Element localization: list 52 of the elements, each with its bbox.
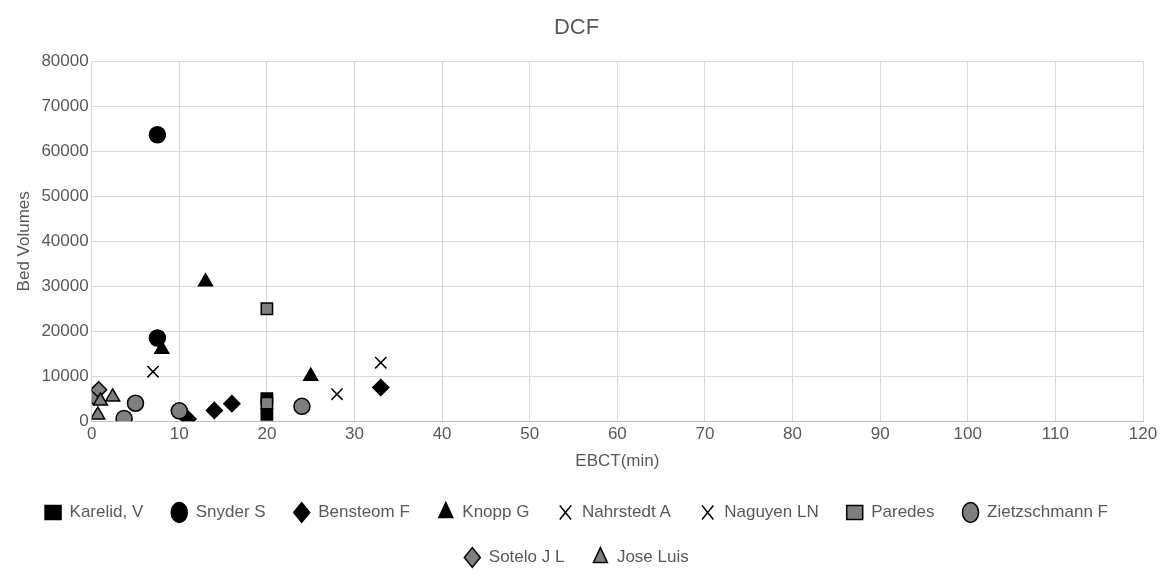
legend-label: Bensteom F bbox=[318, 502, 410, 522]
x-tick-label: 70 bbox=[695, 424, 715, 444]
point bbox=[372, 378, 390, 397]
x-tick-label: 60 bbox=[607, 424, 627, 444]
point bbox=[197, 273, 214, 287]
point bbox=[205, 401, 224, 420]
legend-label: Jose Luis bbox=[616, 547, 689, 567]
legend-label: Snyder S bbox=[195, 502, 266, 522]
y-tick-label: 50000 bbox=[41, 186, 89, 206]
point bbox=[92, 392, 109, 406]
point bbox=[105, 388, 121, 402]
point bbox=[260, 302, 274, 316]
y-axis-title: Bed Volumes bbox=[13, 191, 33, 292]
x-tick-label: 80 bbox=[783, 424, 803, 444]
x-tick-label: 40 bbox=[432, 424, 452, 444]
x-tick-label: 110 bbox=[1041, 424, 1069, 444]
x-tick-label: 50 bbox=[520, 424, 540, 444]
point bbox=[170, 402, 189, 420]
x-tick-label: 90 bbox=[870, 424, 890, 444]
x-tick-label: 30 bbox=[345, 424, 364, 444]
legend-label: Paredes bbox=[871, 502, 935, 522]
x-tick-label: 20 bbox=[257, 424, 277, 444]
legend-label: Zietzschmann F bbox=[987, 502, 1108, 522]
y-tick-label: 80000 bbox=[41, 51, 89, 71]
x-tick-label: 100 bbox=[953, 424, 982, 444]
point bbox=[148, 125, 167, 144]
legend-label: Naguyen LN bbox=[724, 502, 819, 522]
point bbox=[303, 367, 319, 381]
point bbox=[146, 365, 160, 379]
chart-title: DCF bbox=[553, 14, 600, 40]
x-tick-label: 10 bbox=[169, 424, 189, 444]
point bbox=[293, 397, 311, 416]
point bbox=[260, 396, 274, 410]
x-axis-title: EBCT(min) bbox=[575, 451, 660, 471]
point bbox=[91, 406, 106, 420]
point bbox=[330, 387, 344, 401]
legend-label: Nahrstedt A bbox=[581, 502, 672, 522]
y-tick-label: 10000 bbox=[41, 365, 89, 385]
y-tick-label: 0 bbox=[79, 410, 89, 430]
legend-label: Karelid, V bbox=[69, 502, 144, 522]
legend-label: Sotelo J L bbox=[488, 547, 565, 567]
y-tick-label: 60000 bbox=[41, 141, 89, 161]
y-tick-label: 40000 bbox=[41, 230, 89, 250]
point bbox=[374, 356, 388, 370]
y-tick-label: 70000 bbox=[41, 96, 89, 116]
legend-label: Knopp G bbox=[462, 502, 530, 522]
point bbox=[148, 329, 167, 347]
y-tick-label: 30000 bbox=[41, 275, 89, 295]
y-tick-label: 20000 bbox=[41, 320, 89, 340]
point bbox=[126, 394, 145, 412]
x-tick-label: 120 bbox=[1128, 424, 1158, 444]
point bbox=[223, 394, 241, 413]
